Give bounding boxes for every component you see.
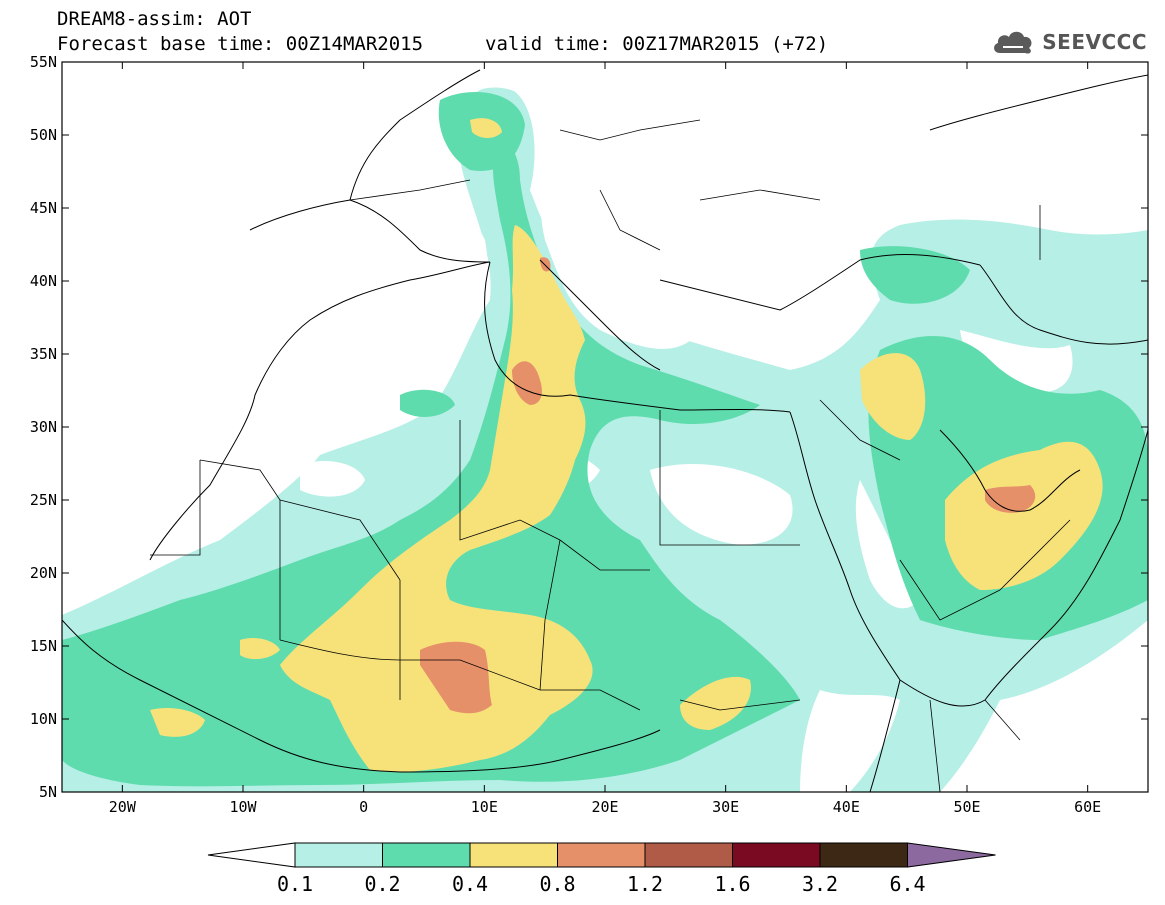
colorbar-label: 6.4 xyxy=(889,872,925,896)
colorbar-segment xyxy=(732,842,821,868)
lon-tick-label: 0 xyxy=(359,798,368,816)
lon-tick-label: 20W xyxy=(109,798,137,816)
lon-tick-label: 10W xyxy=(229,798,257,816)
lat-axis: 55N 50N 45N 40N 35N 30N 25N 20N 15N 10N 5N xyxy=(30,53,1148,801)
colorbar-label: 3.2 xyxy=(802,872,838,896)
seevccc-logo: SEEVCCC xyxy=(990,22,1147,62)
lat-tick-label: 25N xyxy=(30,491,57,509)
lat-tick-label: 50N xyxy=(30,126,57,144)
lat-tick-label: 55N xyxy=(30,53,57,71)
lat-tick-label: 35N xyxy=(30,345,57,363)
valid-time: valid time: 00Z17MAR2015 (+72) xyxy=(485,33,829,55)
colorbar-label: 0.4 xyxy=(452,872,488,896)
lon-tick-label: 10E xyxy=(471,798,498,816)
base-time: Forecast base time: 00Z14MAR2015 xyxy=(57,33,424,55)
colorbar-label: 1.2 xyxy=(627,872,663,896)
colorbar-segment xyxy=(644,842,733,868)
lon-axis: 20W 10W 0 10E 20E 30E 40E 50E 60E xyxy=(109,62,1101,816)
colorbar-arrow-high xyxy=(907,842,996,868)
colorbar: 0.1 0.2 0.4 0.8 1.2 1.6 3.2 6.4 xyxy=(207,842,996,896)
colorbar-segment xyxy=(382,842,471,868)
lat-tick-label: 40N xyxy=(30,272,57,290)
aot-field xyxy=(62,62,1148,792)
aot-band-0.4 xyxy=(150,118,1103,772)
product-title: DREAM8-assim: AOT xyxy=(57,8,252,30)
lon-tick-label: 40E xyxy=(833,798,860,816)
lat-tick-label: 30N xyxy=(30,418,57,436)
colorbar-label: 0.1 xyxy=(277,872,313,896)
colorbar-segment xyxy=(294,842,383,868)
colorbar-label: 0.8 xyxy=(539,872,575,896)
lon-tick-label: 20E xyxy=(591,798,618,816)
lat-tick-label: 20N xyxy=(30,564,57,582)
colorbar-segment xyxy=(469,842,558,868)
colorbar-label: 0.2 xyxy=(364,872,400,896)
colorbar-segment xyxy=(557,842,646,868)
political-borders xyxy=(150,119,1071,792)
colorbar-segment xyxy=(819,842,908,868)
colorbar-label: 1.6 xyxy=(714,872,750,896)
logo-text: SEEVCCC xyxy=(1042,30,1147,54)
coastlines xyxy=(62,69,1148,792)
lon-tick-label: 50E xyxy=(953,798,980,816)
cloud-logo-icon xyxy=(994,31,1032,54)
colorbar-arrow-low xyxy=(207,842,296,868)
lon-tick-label: 60E xyxy=(1074,798,1101,816)
lat-tick-label: 10N xyxy=(30,710,57,728)
lon-tick-label: 30E xyxy=(712,798,739,816)
lat-tick-label: 45N xyxy=(30,199,57,217)
lat-tick-label: 15N xyxy=(30,637,57,655)
lat-tick-label: 5N xyxy=(39,783,57,801)
